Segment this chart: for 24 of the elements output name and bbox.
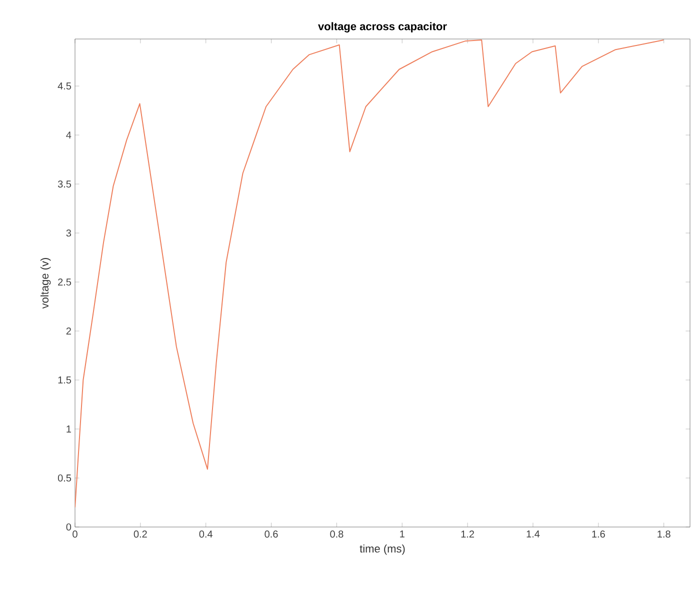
y-axis-title: voltage (v) bbox=[40, 258, 51, 309]
y-tick-label: 4.5 bbox=[58, 82, 72, 90]
y-tick-label: 0 bbox=[66, 523, 72, 531]
y-tick-label: 4 bbox=[66, 132, 72, 138]
y-tick-label: 3.5 bbox=[58, 180, 72, 188]
x-tick-label: 1.4 bbox=[526, 530, 540, 538]
y-tick-label: 0.5 bbox=[58, 474, 72, 482]
x-tick-label: 1.6 bbox=[592, 530, 605, 538]
y-tick-label: 3 bbox=[66, 229, 72, 237]
x-tick-label: 1.8 bbox=[658, 530, 670, 538]
y-tick-label: 2.5 bbox=[58, 278, 72, 286]
x-tick-label: 0.6 bbox=[264, 530, 278, 538]
y-tick-label: 1.5 bbox=[58, 376, 72, 384]
y-tick-label: 2 bbox=[66, 328, 71, 335]
x-tick-label: 0.4 bbox=[199, 530, 213, 538]
x-tick-label: 0.8 bbox=[330, 530, 344, 538]
chart-title: voltage across capacitor bbox=[318, 22, 447, 32]
x-tick-label: 1 bbox=[400, 530, 404, 538]
line-series bbox=[75, 39, 664, 508]
x-tick-label: 1.2 bbox=[461, 530, 474, 538]
x-axis-title: time (ms) bbox=[360, 544, 405, 555]
y-tick-label: 1 bbox=[66, 426, 71, 432]
x-tick-label: 0 bbox=[72, 530, 78, 538]
x-tick-label: 0.2 bbox=[134, 530, 147, 538]
